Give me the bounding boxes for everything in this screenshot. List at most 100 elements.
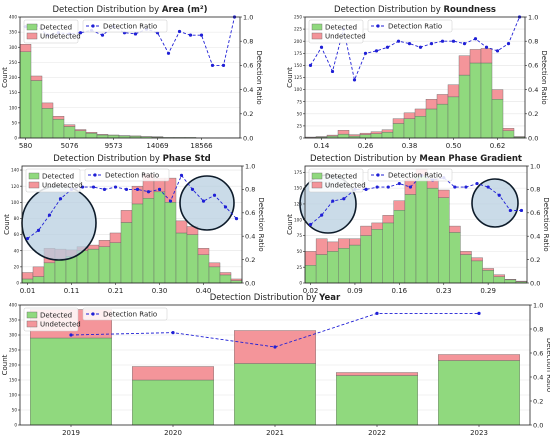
y-tick-label: 50: [12, 408, 18, 413]
ratio-point: [102, 187, 107, 191]
bar-detected: [32, 276, 45, 284]
panel-2: 0 25 50 75 100 125 150 175 200 225 250 0.0 0.2 0.4 0.6…: [286, 5, 548, 150]
bar-detected: [460, 254, 472, 284]
bar-detected: [393, 210, 406, 284]
ratio-point: [473, 37, 478, 41]
plot-frame: [21, 165, 243, 284]
ratio-tick-label: 1.0: [243, 13, 253, 21]
ratio-tick-label: 0.4: [528, 86, 538, 94]
legend-label-detected: Detected: [42, 173, 74, 181]
ratio-point: [221, 63, 226, 67]
y-tick-label: 250: [294, 15, 302, 20]
bar-undetected: [449, 225, 461, 233]
ratio-tick-label: 0.8: [243, 38, 253, 46]
bar-undetected: [219, 272, 232, 276]
bar-undetected: [491, 89, 504, 100]
ratio-point: [477, 311, 481, 315]
bar-detected: [87, 248, 100, 284]
ratio-tick-label: 1.0: [530, 162, 540, 170]
ratio-point: [171, 331, 175, 335]
ratio-point: [375, 185, 379, 189]
bar-detected: [382, 222, 395, 284]
bar-detected: [107, 135, 120, 139]
bar-undetected: [469, 49, 482, 64]
ratio-point: [47, 213, 52, 217]
bar-undetected: [326, 134, 339, 137]
x-tick-label: 2020: [164, 429, 182, 437]
y-axis-label: Count: [286, 67, 294, 88]
ratio-tick-label: 0.4: [530, 233, 540, 241]
ratio-point: [234, 217, 239, 221]
ratio-point: [374, 49, 379, 53]
legend-label-ratio: Detection Ratio: [388, 172, 442, 180]
bar-undetected: [336, 372, 419, 376]
y-tick-label: 0: [14, 423, 17, 428]
bar-detected: [233, 363, 316, 426]
ratio-point: [453, 185, 457, 189]
bar-detected: [74, 130, 87, 139]
y-tick-label: 75: [297, 99, 303, 104]
ratio-point: [201, 199, 206, 203]
bar-detected: [41, 108, 54, 139]
bar-detected: [403, 118, 416, 139]
bar-detected: [493, 276, 506, 284]
legend-swatch-detected: [28, 172, 40, 180]
bar-undetected: [447, 84, 460, 98]
bar-undetected: [98, 240, 111, 247]
bar-detected: [43, 262, 56, 284]
ratio-point: [407, 42, 412, 46]
bar-detected: [65, 256, 78, 284]
highlight-circle-right: [471, 178, 519, 228]
ratio-point: [508, 208, 512, 213]
legend-ratio-box: [82, 307, 168, 321]
bar-undetected: [120, 210, 133, 223]
y-axis-label-right: Detection Ratio: [542, 197, 550, 251]
bar-undetected: [359, 132, 372, 135]
bar-undetected: [393, 200, 406, 211]
legend-box: [25, 168, 81, 193]
bar-detected: [404, 194, 417, 284]
chart-title: Detection Distribution by Area (m²): [52, 5, 207, 15]
legend-label-undetected: Undetected: [42, 182, 83, 190]
y-tick-label: 40: [14, 248, 20, 253]
y-axis-label: Count: [286, 214, 294, 235]
legend-ratio-box: [84, 168, 170, 182]
ratio-tick-label: 0.6: [533, 349, 543, 357]
y-tick-label: 25: [297, 124, 303, 129]
legend-swatch-undetected: [26, 32, 38, 40]
y-axis-label-right: Detection Ratio: [255, 50, 263, 104]
bar-undetected: [197, 248, 210, 255]
bar-undetected: [85, 132, 98, 134]
ratio-tick-label: 0.8: [530, 186, 540, 194]
panel-1: 0 50 100 150 200 250 300 350 400 0.0 0.2 0.4 0.6 0.8 1…: [1, 5, 263, 150]
y-axis-label: Count: [3, 214, 11, 235]
y-tick-label: 350: [9, 318, 17, 323]
x-tick-label: 0.01: [20, 287, 36, 295]
y-tick-label: 250: [9, 348, 17, 353]
bar-undetected: [414, 108, 427, 117]
ratio-point: [308, 222, 313, 227]
ratio-point: [497, 193, 501, 197]
bar-detected: [131, 379, 214, 426]
bar-detected: [438, 360, 521, 426]
y-axis-label-right: Detection Ratio: [257, 197, 265, 251]
x-tick-label: 0.02: [303, 287, 319, 295]
bar-detected: [96, 134, 109, 139]
ratio-point: [58, 197, 63, 201]
ratio-tick-label: 0.0: [245, 279, 255, 287]
bar-detected: [52, 119, 65, 139]
bar-undetected: [96, 134, 109, 136]
ratio-tick-label: 0.8: [533, 325, 543, 333]
chart-title-prefix: Detection Distribution by: [53, 154, 162, 164]
y-tick-label: 150: [294, 63, 302, 68]
chart-title-bold: Year: [318, 293, 341, 303]
ratio-point: [135, 187, 140, 191]
legend-ratio-marker: [93, 173, 97, 177]
bar-detected: [109, 242, 122, 284]
bar-detected: [153, 191, 166, 284]
bar-undetected: [52, 116, 65, 120]
ratio-point: [157, 187, 162, 191]
y-tick-label: 100: [9, 105, 17, 110]
bar-undetected: [438, 354, 521, 361]
